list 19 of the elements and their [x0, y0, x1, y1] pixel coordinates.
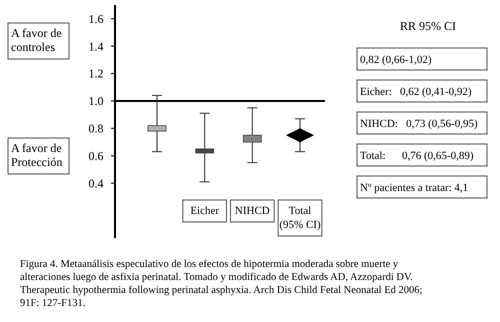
text: Figura 4. Metaanálisis especulativo de los efectos de hipotermia moderada sobre muerte y alteraciones luego de asfixia perinatal. Tomado y modificado de Edwards AD, Azzopardi DV. Therapeutic hypothermia following perinatal asphyxia. Arch Dis Child Fetal Neonatal Ed 2006; 91F: 127-F131.	[20, 259, 422, 309]
text: Total: 0,76 (0,65-0,89)	[360, 150, 474, 162]
text: Nº pacientes a tratar: 4,1	[360, 182, 468, 194]
text: A favor de controles	[11, 26, 62, 54]
y-tick-label: 1.0	[88, 94, 104, 108]
y-tick-label: 0.4	[88, 176, 104, 190]
x-tick-label: NIHCD	[234, 205, 270, 217]
text: Eicher: 0,62 (0,41-0,92)	[360, 86, 472, 98]
text: RR 95% CI	[400, 19, 456, 33]
x-tick-label: Eicher	[190, 205, 220, 217]
x-tick-label: Total (95% CI)	[279, 205, 321, 231]
y-tick-label: 1.6	[88, 12, 104, 26]
y-tick-label: 1.4	[88, 39, 104, 54]
text: A favor de Protección	[11, 141, 62, 169]
y-tick-label: 0.8	[88, 122, 104, 136]
text: NIHCD: 0,73 (0,56-0,95)	[360, 118, 478, 130]
y-tick-label: 1.2	[88, 66, 104, 81]
text: 0,82 (0,66-1,02)	[360, 54, 432, 66]
y-tick-label: 0.6	[88, 148, 104, 163]
